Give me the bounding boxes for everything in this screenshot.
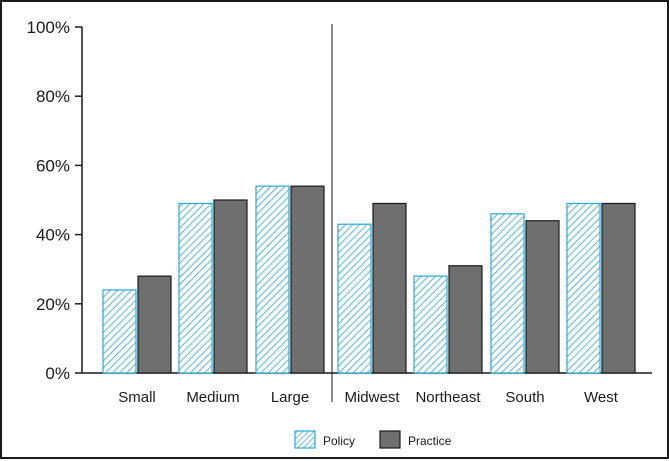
legend: Policy Practice — [294, 430, 452, 449]
category-label: Northeast — [415, 389, 481, 406]
practice-bar — [372, 202, 407, 374]
policy-bar — [337, 223, 372, 374]
practice-bar — [601, 202, 636, 374]
policy-bar — [102, 289, 137, 374]
policy-bar — [413, 275, 448, 374]
practice-bar — [448, 265, 483, 374]
y-tick-label: 60% — [36, 156, 70, 175]
y-tick-label: 80% — [36, 87, 70, 106]
y-tick-label: 0% — [45, 364, 70, 383]
practice-bar — [137, 275, 172, 374]
category-label: Small — [118, 389, 156, 406]
labels: 0% 20% 40% 60% 80% 100% Small Medium Large Midwes… — [27, 18, 619, 406]
y-tick-label: 20% — [36, 295, 70, 314]
practice-bar — [290, 185, 325, 374]
policy-bar — [255, 185, 290, 374]
y-tick-label: 100% — [27, 18, 70, 37]
legend-label-policy: Policy — [323, 434, 355, 448]
practice-bar — [213, 199, 248, 374]
y-tick-label: 40% — [36, 226, 70, 245]
legend-swatch-policy — [294, 430, 316, 449]
practice-bar — [525, 220, 560, 374]
category-label: West — [584, 389, 619, 406]
policy-bar — [566, 202, 601, 374]
bars — [102, 185, 636, 374]
category-label: Midwest — [344, 389, 400, 406]
category-label: Large — [271, 389, 309, 406]
legend-label-practice: Practice — [408, 434, 452, 448]
legend-swatch-practice — [379, 430, 401, 449]
category-label: Medium — [186, 389, 239, 406]
policy-bar — [490, 213, 525, 374]
category-label: South — [505, 389, 544, 406]
policy-bar — [178, 202, 213, 374]
